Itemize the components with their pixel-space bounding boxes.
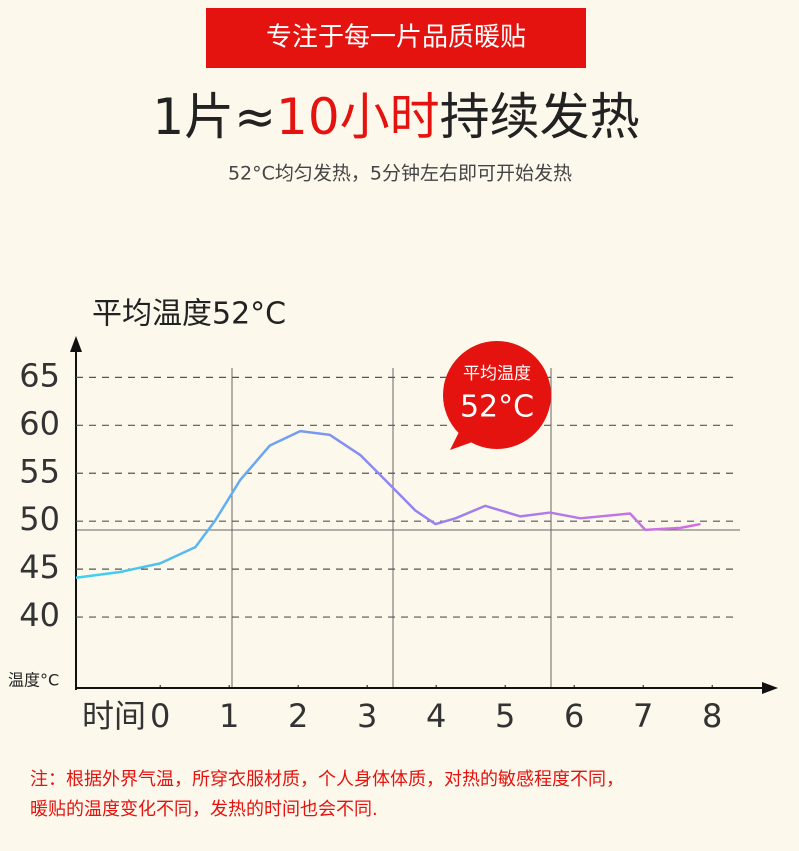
- badge: [443, 341, 551, 449]
- x-tick-label: 7: [633, 697, 653, 735]
- x-tick-label: 4: [426, 697, 446, 735]
- x-tick-label: 8: [702, 697, 722, 735]
- x-tick-label: 5: [495, 697, 515, 735]
- x-tick-label: 2: [288, 697, 308, 735]
- x-axis-label: 时间: [82, 697, 146, 735]
- y-tick-label: 50: [19, 500, 60, 538]
- y-tick-label: 60: [19, 404, 60, 442]
- headline-part: 1片≈: [152, 88, 276, 146]
- y-tick-label: 45: [19, 548, 60, 586]
- y-arrow: [70, 336, 82, 352]
- headline-part: 持续发热: [440, 88, 640, 146]
- badge-value: 52°C: [460, 390, 534, 425]
- x-tick-label: 0: [150, 697, 170, 735]
- note: 暖贴的温度变化不同，发热的时间也会不同.: [30, 799, 378, 820]
- chart-title: 平均温度52°C: [92, 297, 286, 332]
- line: [75, 429, 701, 579]
- subtitle: 52°C均匀发热，5分钟左右即可开始发热: [228, 163, 572, 185]
- badge-tail: [450, 430, 478, 450]
- note: 注：根据外界气温，所穿衣服材质，个人身体体质，对热的敏感程度不同，: [30, 769, 624, 790]
- x-arrow: [762, 682, 778, 694]
- y-tick-label: 55: [19, 452, 60, 490]
- x-tick-label: 3: [357, 697, 377, 735]
- headline: 1片≈10小时持续发热: [152, 88, 639, 146]
- x-tick-label: 1: [219, 697, 239, 735]
- badge-title: 平均温度: [463, 364, 531, 384]
- y-tick-label: 65: [19, 356, 60, 394]
- y-axis-label: 温度°C: [8, 671, 59, 690]
- headline-highlight: 10小时: [276, 88, 440, 146]
- banner: 专注于每一片品质暖贴: [266, 23, 526, 53]
- banner-box: [206, 8, 586, 68]
- x-tick-label: 6: [564, 697, 584, 735]
- y-tick-label: 40: [19, 596, 60, 634]
